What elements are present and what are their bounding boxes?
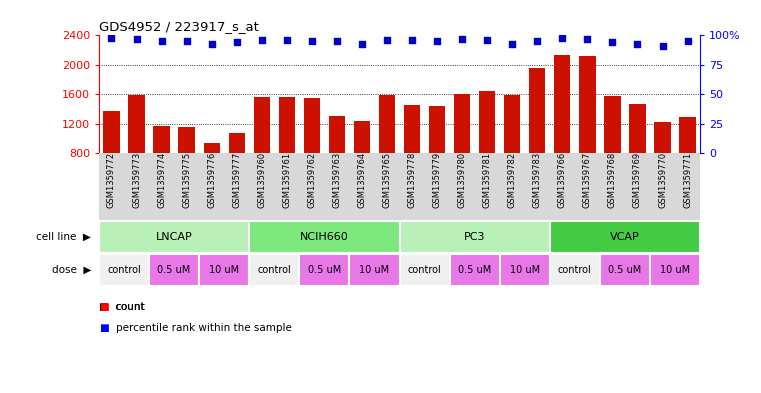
Point <box>231 39 243 46</box>
Point <box>531 38 543 44</box>
Bar <box>149 254 199 286</box>
Text: percentile rank within the sample: percentile rank within the sample <box>116 323 291 333</box>
Bar <box>250 254 299 286</box>
Bar <box>579 56 596 212</box>
Bar <box>500 254 549 286</box>
Text: 10 uM: 10 uM <box>510 265 540 275</box>
Text: 10 uM: 10 uM <box>660 265 690 275</box>
Bar <box>279 97 295 212</box>
Bar <box>549 254 600 286</box>
Point <box>682 38 694 44</box>
Text: ■: ■ <box>99 301 109 312</box>
Point <box>556 35 568 41</box>
Bar <box>650 254 700 286</box>
Point <box>256 37 268 43</box>
Point <box>657 43 669 49</box>
Text: control: control <box>257 265 291 275</box>
Text: control: control <box>408 265 441 275</box>
Point <box>506 40 518 47</box>
Text: GDS4952 / 223917_s_at: GDS4952 / 223917_s_at <box>99 20 259 33</box>
Bar <box>654 122 670 212</box>
Bar <box>549 221 700 253</box>
Text: count: count <box>116 301 145 312</box>
Bar <box>129 95 145 212</box>
Bar <box>529 68 546 212</box>
Bar <box>454 94 470 212</box>
Bar <box>680 117 696 212</box>
Point <box>481 37 493 43</box>
Bar <box>600 254 650 286</box>
Point <box>130 36 142 42</box>
Bar <box>604 96 620 212</box>
Text: 10 uM: 10 uM <box>209 265 239 275</box>
Text: dose  ▶: dose ▶ <box>52 265 91 275</box>
Text: PC3: PC3 <box>464 232 486 242</box>
Point <box>456 36 468 42</box>
Text: 0.5 uM: 0.5 uM <box>158 265 191 275</box>
Bar <box>250 221 400 253</box>
Point <box>381 37 393 43</box>
Point <box>406 37 418 43</box>
Text: control: control <box>558 265 592 275</box>
Bar <box>304 97 320 212</box>
Point <box>281 37 293 43</box>
Text: 10 uM: 10 uM <box>359 265 390 275</box>
Bar <box>154 127 170 212</box>
Point <box>431 38 443 44</box>
Point <box>331 38 343 44</box>
Point <box>356 40 368 47</box>
Bar <box>554 55 571 212</box>
Bar <box>203 143 220 212</box>
Bar <box>99 221 250 253</box>
Point <box>581 36 594 42</box>
Point <box>607 39 619 46</box>
Text: VCAP: VCAP <box>610 232 640 242</box>
Bar <box>629 104 645 212</box>
Bar <box>400 254 450 286</box>
Bar <box>228 132 245 212</box>
Bar <box>404 105 420 212</box>
Point <box>155 38 167 44</box>
Bar <box>99 254 149 286</box>
Bar <box>199 254 250 286</box>
Point <box>632 40 644 47</box>
Text: LNCAP: LNCAP <box>156 232 193 242</box>
Text: cell line  ▶: cell line ▶ <box>37 232 91 242</box>
Text: ■: ■ <box>99 323 109 333</box>
Text: control: control <box>107 265 141 275</box>
Text: 0.5 uM: 0.5 uM <box>307 265 341 275</box>
Bar <box>479 91 495 212</box>
Text: ■  count: ■ count <box>99 301 145 312</box>
Text: 0.5 uM: 0.5 uM <box>608 265 642 275</box>
Bar <box>329 116 345 212</box>
Bar <box>504 95 521 212</box>
Bar <box>103 110 119 212</box>
Bar <box>400 221 549 253</box>
Point <box>180 38 193 44</box>
Bar <box>379 95 395 212</box>
Bar <box>299 254 349 286</box>
Point <box>105 35 117 41</box>
Bar <box>253 97 270 212</box>
Point <box>306 38 318 44</box>
Bar <box>349 254 400 286</box>
Bar <box>450 254 500 286</box>
Bar <box>429 106 445 212</box>
Text: NCIH660: NCIH660 <box>300 232 349 242</box>
Point <box>205 40 218 47</box>
Bar <box>354 121 370 212</box>
Bar <box>179 127 195 212</box>
Text: 0.5 uM: 0.5 uM <box>458 265 492 275</box>
